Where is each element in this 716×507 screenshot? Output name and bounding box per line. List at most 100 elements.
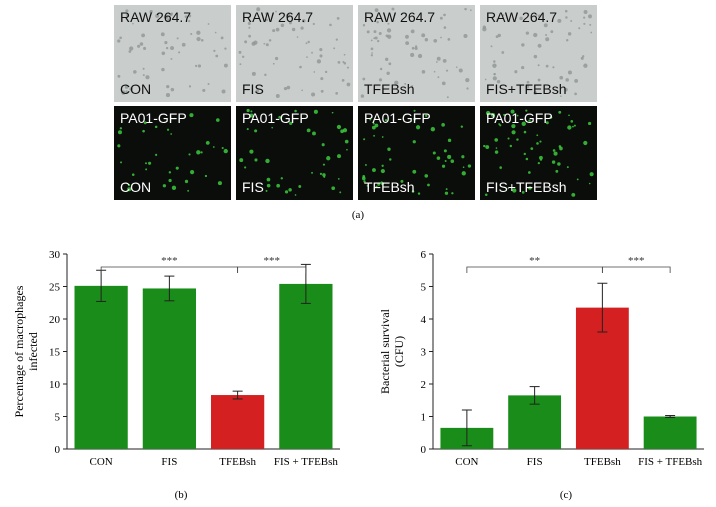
cell [545, 37, 550, 42]
cell [394, 80, 399, 85]
cell [552, 66, 555, 69]
cell [165, 93, 171, 98]
x-tick-label: CON [90, 456, 113, 468]
cell [248, 34, 252, 38]
cell [319, 172, 323, 175]
cell [412, 169, 417, 174]
cell [528, 186, 532, 190]
y-tick-label: 0 [421, 444, 427, 456]
cell [567, 32, 572, 36]
cell [525, 109, 528, 112]
cell [125, 14, 129, 17]
cell [244, 166, 247, 169]
cell [497, 33, 501, 38]
cell [516, 138, 519, 141]
cell [490, 45, 493, 48]
cell [410, 52, 415, 58]
cell [360, 94, 365, 98]
cell [184, 15, 188, 19]
cell [166, 128, 170, 131]
cell [558, 145, 562, 148]
cell [516, 114, 519, 117]
condition-label: CON [120, 81, 151, 97]
cell [378, 78, 383, 82]
cell [119, 127, 123, 130]
cell [170, 133, 173, 135]
cell [509, 144, 513, 148]
condition-label: TFEBsh [364, 81, 415, 97]
cell [289, 121, 293, 126]
cell [545, 33, 548, 36]
cell [519, 16, 523, 21]
cell [387, 34, 392, 39]
cell [576, 178, 579, 181]
stain-label: PA01-GFP [486, 110, 553, 126]
cell [306, 128, 311, 133]
panel-caption: (b) [175, 489, 188, 501]
cell [312, 131, 316, 136]
cell [536, 142, 539, 145]
cell [196, 150, 201, 155]
cell [288, 21, 292, 25]
cell [433, 38, 438, 43]
cell [125, 90, 128, 93]
stain-label: PA01-GFP [364, 110, 431, 126]
cell [430, 127, 436, 132]
cell [463, 33, 468, 39]
cell [417, 53, 423, 59]
cell [155, 13, 160, 18]
cell [120, 161, 123, 164]
cell [344, 139, 349, 144]
cell [248, 26, 251, 29]
y-tick-label: 6 [421, 249, 427, 261]
cell [275, 27, 280, 32]
cell [530, 147, 534, 151]
cell [445, 69, 449, 72]
cell [336, 124, 342, 130]
cell [447, 38, 451, 41]
cell [550, 30, 554, 34]
cell [319, 48, 323, 52]
cell [335, 92, 339, 95]
cell [196, 36, 201, 42]
cell [514, 70, 518, 74]
cell [413, 109, 416, 112]
y-tick-label: 5 [55, 412, 61, 424]
cell [405, 41, 410, 46]
cell [272, 62, 275, 65]
cell [127, 187, 132, 192]
cell [588, 182, 591, 185]
cell [460, 125, 464, 128]
cell [276, 183, 280, 188]
cell [280, 23, 285, 28]
cell [143, 121, 147, 125]
cell [540, 158, 542, 161]
cell [335, 38, 338, 41]
cell [411, 85, 414, 87]
cell [249, 113, 254, 118]
cell [321, 143, 325, 147]
cell [312, 22, 315, 26]
cell [560, 95, 562, 97]
cell [283, 86, 288, 91]
y-axis-label: infected [26, 332, 40, 371]
cell [386, 71, 390, 75]
micrograph [480, 106, 597, 200]
cell [512, 188, 517, 193]
bar [279, 283, 333, 449]
cell [498, 123, 501, 126]
cell [503, 113, 506, 117]
cell [462, 166, 465, 169]
bar [142, 288, 196, 449]
cell [443, 13, 446, 17]
cell [484, 193, 488, 197]
cell [246, 108, 250, 113]
cell [275, 10, 277, 13]
cell [521, 121, 526, 127]
cell [552, 149, 556, 152]
y-tick-label: 1 [421, 412, 427, 424]
cell [444, 191, 449, 195]
cell [184, 179, 189, 184]
cell [391, 7, 395, 11]
cell [388, 62, 392, 66]
